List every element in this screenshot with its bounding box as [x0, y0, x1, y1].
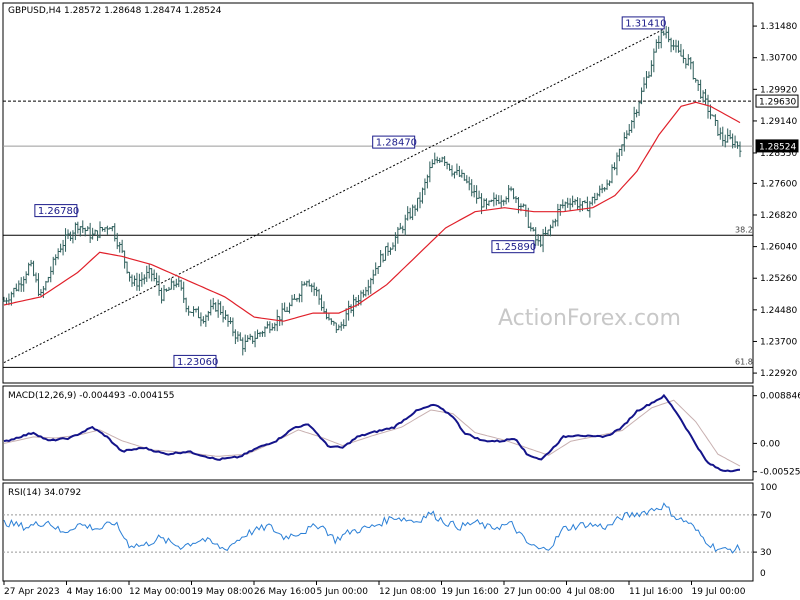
- rsi-y-tick-label: 0: [760, 569, 766, 579]
- x-tick-label: 27 Jun 00:00: [504, 587, 561, 597]
- x-tick-label: 19 Jun 16:00: [442, 587, 499, 597]
- x-tick-label: 12 Jun 08:00: [379, 587, 436, 597]
- price-annotation-label: 1.25890: [495, 242, 536, 253]
- x-tick-label: 5 Jun 00:00: [317, 587, 369, 597]
- y-tick-label: 1.29140: [760, 117, 797, 127]
- y-tick-label: 1.28350: [760, 149, 797, 159]
- rsi-y-tick-label: 70: [760, 511, 772, 521]
- price-tag-label: 1.28524: [759, 142, 796, 152]
- x-tick-label: 27 Apr 2023: [4, 587, 60, 597]
- macd-plot: 0.008846 0.00 -0.005252: [3, 392, 800, 478]
- y-tick-label: 1.26040: [760, 243, 797, 253]
- rsi-panel-frame: [2, 482, 754, 582]
- x-tick-label: 11 Jul 16:00: [629, 587, 683, 597]
- rsi-plot: 70 30 100 0: [3, 483, 777, 579]
- price-annotation-label: 1.26780: [38, 206, 79, 217]
- macd-signal-line: [3, 399, 741, 467]
- price-annotation-label: 1.31410: [625, 18, 666, 29]
- price-header: GBPUSD,H4 1.28572 1.28648 1.28474 1.2852…: [8, 6, 222, 16]
- y-tick-label: 1.24480: [760, 306, 797, 316]
- price-annotation-box: [621, 16, 665, 30]
- price-annotation-box: [34, 204, 78, 218]
- trend-line: [3, 28, 665, 363]
- price-annotation-box: [491, 240, 535, 254]
- watermark: ActionForex.com: [498, 306, 681, 331]
- fibonacci-label: 61.8: [735, 357, 753, 366]
- price-tag-label: 1.29630: [759, 98, 796, 108]
- price-annotation-label: 1.28470: [376, 138, 417, 149]
- price-y-axis: 1.31480 1.30700 1.29920 1.29140 1.28350 1.276…: [753, 22, 799, 379]
- x-tick-label: 19 May 08:00: [192, 587, 254, 597]
- macd-y-tick-label: 0.008846: [760, 392, 800, 402]
- macd-title: MACD(12,26,9) -0.004493 -0.004155: [8, 391, 174, 401]
- x-tick-label: 19 Jul 00:00: [692, 587, 746, 597]
- y-tick-label: 1.25260: [760, 274, 797, 284]
- y-tick-label: 1.29920: [760, 85, 797, 95]
- x-tick-label: 4 Jul 08:00: [567, 587, 616, 597]
- price-annotation-box: [372, 135, 416, 149]
- rsi-line: [3, 502, 741, 554]
- moving-average-line: [3, 101, 741, 322]
- price-annotation-label: 1.23060: [177, 357, 218, 368]
- y-tick-label: 1.31480: [760, 22, 797, 32]
- price-plot: 38.2 61.8 1.26780 1.23060 1.28470 1.25890 1.31…: [2, 16, 753, 368]
- rsi-y-tick-label: 30: [760, 548, 772, 558]
- price-tag-box: [755, 94, 799, 108]
- rsi-title: RSI(14) 34.0792: [8, 488, 81, 498]
- fibonacci-label: 38.2: [735, 225, 753, 234]
- y-tick-label: 1.23700: [760, 337, 797, 347]
- rsi-y-tick-label: 100: [760, 483, 777, 493]
- macd-y-tick-label: 0.00: [760, 439, 780, 449]
- macd-panel-frame: [2, 385, 754, 481]
- macd-line: [3, 393, 741, 473]
- y-tick-label: 1.26820: [760, 211, 797, 221]
- x-tick-label: 4 May 16:00: [67, 587, 123, 597]
- price-tag-box: [755, 139, 799, 153]
- price-annotation-box: [173, 354, 217, 368]
- y-tick-label: 1.27600: [760, 179, 797, 189]
- y-tick-label: 1.30700: [760, 54, 797, 64]
- price-panel-frame: [2, 2, 754, 384]
- time-x-axis: 27 Apr 2023 4 May 16:00 12 May 00:00 19 May…: [3, 581, 746, 597]
- x-tick-label: 12 May 00:00: [129, 587, 191, 597]
- y-tick-label: 1.22920: [760, 369, 797, 379]
- x-tick-label: 26 May 16:00: [254, 587, 316, 597]
- macd-y-tick-label: -0.005252: [760, 468, 800, 478]
